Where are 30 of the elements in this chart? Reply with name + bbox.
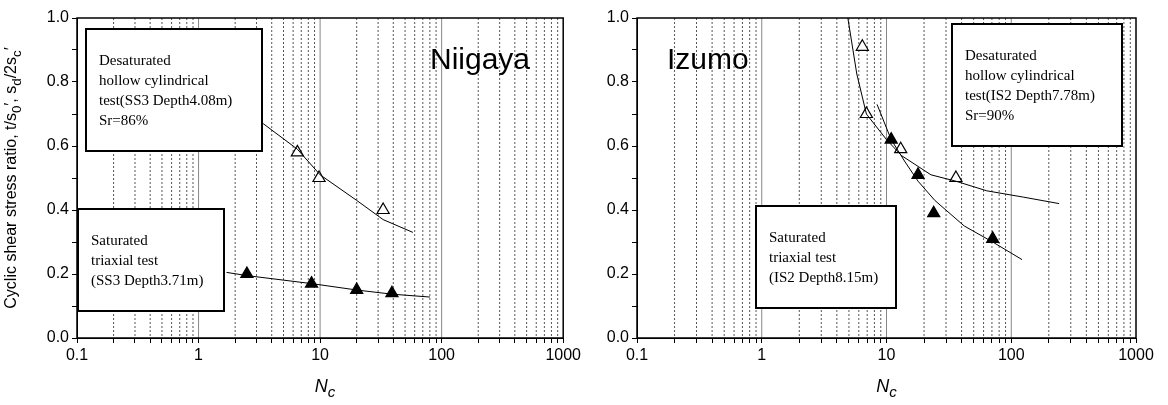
- y-tick-label: 0.6: [46, 136, 70, 154]
- x-tick-label: 1: [194, 346, 204, 364]
- y-tick-label: 0.4: [46, 200, 70, 218]
- text: Izumo: [667, 42, 749, 76]
- x-axis-title: N$_{c}$: [876, 376, 897, 400]
- x-tick-label: 100: [997, 346, 1025, 364]
- note-box: Desaturated hollow cylindrical test(IS2 Depth7.78m) Sr=90%: [951, 23, 1123, 147]
- note-box: Saturated triaxial test (SS3 Depth3.71m): [77, 208, 225, 312]
- x-axis-title: N$_{c}$: [314, 376, 336, 400]
- y-tick-label: 0.6: [606, 136, 630, 154]
- x-tick-label: 10: [311, 346, 330, 364]
- y-tick-label: 0.2: [46, 264, 70, 282]
- x-tick-label: 100: [428, 346, 456, 364]
- x-tick-label: 1000: [1118, 346, 1154, 364]
- x-tick-label: 1: [757, 346, 767, 364]
- y-tick-label: 0.8: [46, 72, 70, 90]
- y-tick-label: 0.0: [46, 328, 70, 346]
- y-tick-label: 0.4: [606, 200, 630, 218]
- note-box: Desaturated hollow cylindrical test(SS3 Depth4.08m) Sr=86%: [85, 28, 263, 152]
- y-tick-label: 0.8: [606, 72, 630, 90]
- text: Niigaya: [430, 42, 531, 76]
- y-tick-label: 1.0: [606, 8, 630, 26]
- y-tick-label: 0.0: [606, 328, 630, 346]
- x-tick-label: 0.1: [65, 346, 89, 364]
- x-tick-label: 0.1: [625, 346, 649, 364]
- y-tick-label: 1.0: [46, 8, 70, 26]
- x-tick-label: 1000: [545, 346, 582, 364]
- x-tick-label: 10: [877, 346, 896, 364]
- note-box: Saturated triaxial test (IS2 Depth8.15m): [755, 205, 897, 309]
- y-tick-label: 0.2: [606, 264, 630, 282]
